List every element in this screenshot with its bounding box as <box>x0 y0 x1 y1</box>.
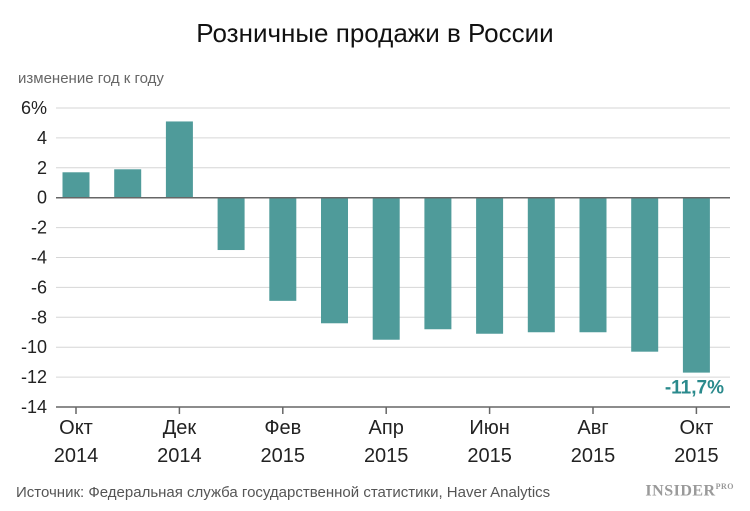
x-tick-label-year: 2015 <box>261 445 306 467</box>
x-tick-label-month: Авг <box>577 417 608 439</box>
y-tick-label: 2 <box>37 158 47 178</box>
y-tick-label: -2 <box>31 218 47 238</box>
x-tick-label-month: Окт <box>680 417 714 439</box>
x-tick-label-month: Апр <box>369 417 404 439</box>
x-tick-label-year: 2015 <box>364 445 409 467</box>
bar <box>579 197 607 333</box>
y-tick-label: 0 <box>37 188 47 208</box>
x-tick-label-month: Июн <box>469 417 509 439</box>
bar <box>62 172 90 198</box>
bar <box>682 197 710 373</box>
x-tick-label-year: 2014 <box>157 445 202 467</box>
bar <box>424 197 452 330</box>
bar <box>476 197 504 334</box>
x-tick-label-month: Окт <box>59 417 93 439</box>
y-tick-label: -8 <box>31 307 47 327</box>
bar <box>321 197 348 324</box>
x-tick-label-year: 2015 <box>571 445 616 467</box>
x-tick-label-month: Фев <box>264 417 301 439</box>
bar <box>631 197 659 352</box>
insider-pro-logo: INSIDERPRO <box>645 482 734 500</box>
x-tick-label-year: 2015 <box>467 445 512 467</box>
source-note: Источник: Федеральная служба государстве… <box>16 484 551 501</box>
y-tick-label: -12 <box>21 367 47 387</box>
bar <box>269 197 297 301</box>
bar-chart: 6% 4 2 0 -2 -4 -6 -8 -10 -12 -14 Окт 2014 Дек 2014 Фев 2… <box>21 98 730 467</box>
y-tick-label: 4 <box>37 128 47 148</box>
y-tick-label: 6% <box>21 98 47 118</box>
x-tick-label-month: Дек <box>163 417 197 439</box>
bar <box>165 121 193 198</box>
y-tick-label: -14 <box>21 397 47 417</box>
bar <box>372 197 400 340</box>
x-tick-label-year: 2014 <box>54 445 99 467</box>
y-tick-label: -4 <box>31 248 47 268</box>
chart-title: Розничные продажи в России <box>196 18 554 48</box>
bar <box>114 169 142 198</box>
data-label: -11,7% <box>665 378 724 399</box>
bar <box>527 197 555 333</box>
y-tick-label: -6 <box>31 277 47 297</box>
x-tick-label-year: 2015 <box>674 445 719 467</box>
bar <box>217 197 245 251</box>
y-tick-label: -10 <box>21 337 47 357</box>
y-axis-label: изменение год к году <box>18 70 164 87</box>
